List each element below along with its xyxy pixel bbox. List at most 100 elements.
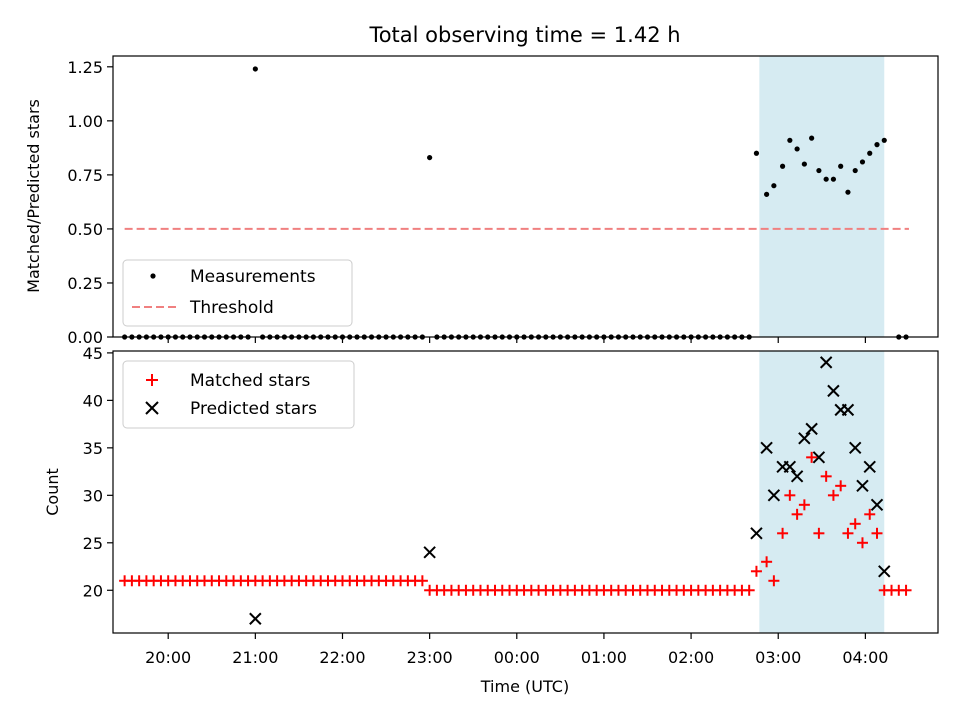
measurement-point <box>823 176 829 182</box>
predicted-star-point <box>819 356 833 369</box>
bottom-plot-frame <box>112 350 939 634</box>
predicted-star-point <box>783 460 797 474</box>
bottom-legend: Matched stars Predicted stars <box>122 360 355 429</box>
measurement-point <box>830 176 837 182</box>
measurement-point <box>779 163 786 169</box>
y-tick-label: 0.50 <box>67 220 103 239</box>
matched-star-point <box>791 508 803 520</box>
y-tick-label: 0.75 <box>67 166 103 185</box>
measurement-point <box>867 150 873 156</box>
y-tick-label: 45 <box>83 344 103 363</box>
measurement-point <box>845 189 851 195</box>
predicted-star-point <box>863 460 876 474</box>
x-axis-label: Time (UTC) <box>480 677 569 696</box>
matched-star-point <box>806 451 818 463</box>
measurement-point <box>787 137 793 143</box>
measurement-point <box>794 146 800 152</box>
matched-star-point <box>416 575 428 587</box>
predicted-star-point <box>423 546 436 559</box>
legend-measurements-label: Measurements <box>190 267 316 287</box>
matched-star-point <box>743 584 755 596</box>
x-tick-label: 00:00 <box>494 648 540 667</box>
x-tick-label: 23:00 <box>407 648 453 667</box>
predicted-star-point <box>249 612 262 625</box>
x-tick-label: 01:00 <box>581 648 627 667</box>
top-plot-frame <box>112 55 939 338</box>
matched-star-point <box>750 565 762 577</box>
measurement-point <box>874 142 880 148</box>
top-panel: Total observing time = 1.42 h 0.00 0.25 0.… <box>24 23 939 347</box>
x-tick-label: 04:00 <box>842 648 888 667</box>
predicted-star-point <box>870 498 884 512</box>
predicted-star-point <box>856 479 869 493</box>
y-tick-label: 20 <box>83 581 103 600</box>
y-tick-label: 1.25 <box>67 58 103 77</box>
matched-star-point <box>900 584 912 596</box>
bottom-panel: 20 25 30 35 40 45 20:00 21:00 22:00 23:00 00:00 01… <box>43 344 939 696</box>
legend-predicted-label: Predicted stars <box>190 399 317 419</box>
measurement-point <box>427 154 433 161</box>
top-legend-box <box>122 259 353 327</box>
x-tick-label: 22:00 <box>319 648 365 667</box>
y-tick-label: 25 <box>83 534 103 553</box>
x-tick-label: 20:00 <box>145 648 191 667</box>
measurement-point <box>252 66 258 72</box>
predicted-star-point <box>849 441 862 455</box>
y-tick-label: 35 <box>83 439 103 458</box>
y-tick-label: 30 <box>83 486 103 505</box>
top-y-ticks: 0.00 0.25 0.50 0.75 1.00 1.25 <box>67 58 113 347</box>
measurement-point <box>809 135 815 141</box>
measurement-point <box>753 150 760 156</box>
measurement-point <box>859 159 866 165</box>
matched-star-point <box>784 489 796 501</box>
legend-plus-marker <box>146 374 158 386</box>
chart-title: Total observing time = 1.42 h <box>368 23 680 47</box>
bottom-x-ticks: 20:00 21:00 22:00 23:00 00:00 01:00 02:00 03:00… <box>145 633 888 667</box>
predicted-star-point <box>827 384 840 398</box>
measurement-point <box>801 161 807 167</box>
matched-star-point <box>849 518 861 530</box>
measurement-point <box>816 167 822 174</box>
legend-matched-label: Matched stars <box>190 371 310 391</box>
matched-star-point <box>835 480 847 492</box>
predicted-star-point <box>767 489 781 502</box>
x-tick-label: 02:00 <box>668 648 714 667</box>
bottom-y-axis-label: Count <box>43 468 62 516</box>
matched-star-point <box>871 527 883 539</box>
matched-star-point <box>856 537 868 549</box>
y-tick-label: 0.25 <box>67 274 103 293</box>
matched-star-points <box>119 451 912 596</box>
predicted-star-point <box>812 451 826 464</box>
measurement-point <box>852 167 858 174</box>
measurement-point <box>771 183 777 189</box>
predicted-star-point <box>790 470 804 483</box>
predicted-star-points <box>249 356 891 625</box>
x-tick-label: 21:00 <box>232 648 278 667</box>
matched-star-point <box>820 470 832 482</box>
observing-span-bottom <box>759 351 885 633</box>
predicted-star-point <box>798 432 811 445</box>
x-tick-label: 03:00 <box>755 648 801 667</box>
observing-span-top <box>759 56 885 337</box>
matched-star-point <box>827 489 839 501</box>
predicted-star-point <box>805 422 818 436</box>
measurement-point <box>881 137 887 143</box>
predicted-star-point <box>878 565 891 578</box>
top-y-axis-label: Matched/Predicted stars <box>24 99 43 293</box>
matched-star-point <box>761 556 773 568</box>
matched-star-point <box>864 508 876 520</box>
y-tick-label: 40 <box>83 391 103 410</box>
top-legend: Measurements Threshold <box>122 259 353 327</box>
matched-star-point <box>813 527 825 539</box>
bottom-y-ticks: 20 25 30 35 40 45 <box>83 344 113 600</box>
matched-star-point <box>842 527 854 539</box>
matched-star-point <box>777 527 789 539</box>
predicted-star-point <box>841 403 855 417</box>
y-tick-label: 0.00 <box>67 328 103 347</box>
legend-dot-marker <box>150 273 156 279</box>
matched-star-point <box>768 575 780 587</box>
matched-star-point <box>798 499 810 511</box>
bottom-legend-box <box>122 360 355 429</box>
measurement-point <box>838 163 844 169</box>
